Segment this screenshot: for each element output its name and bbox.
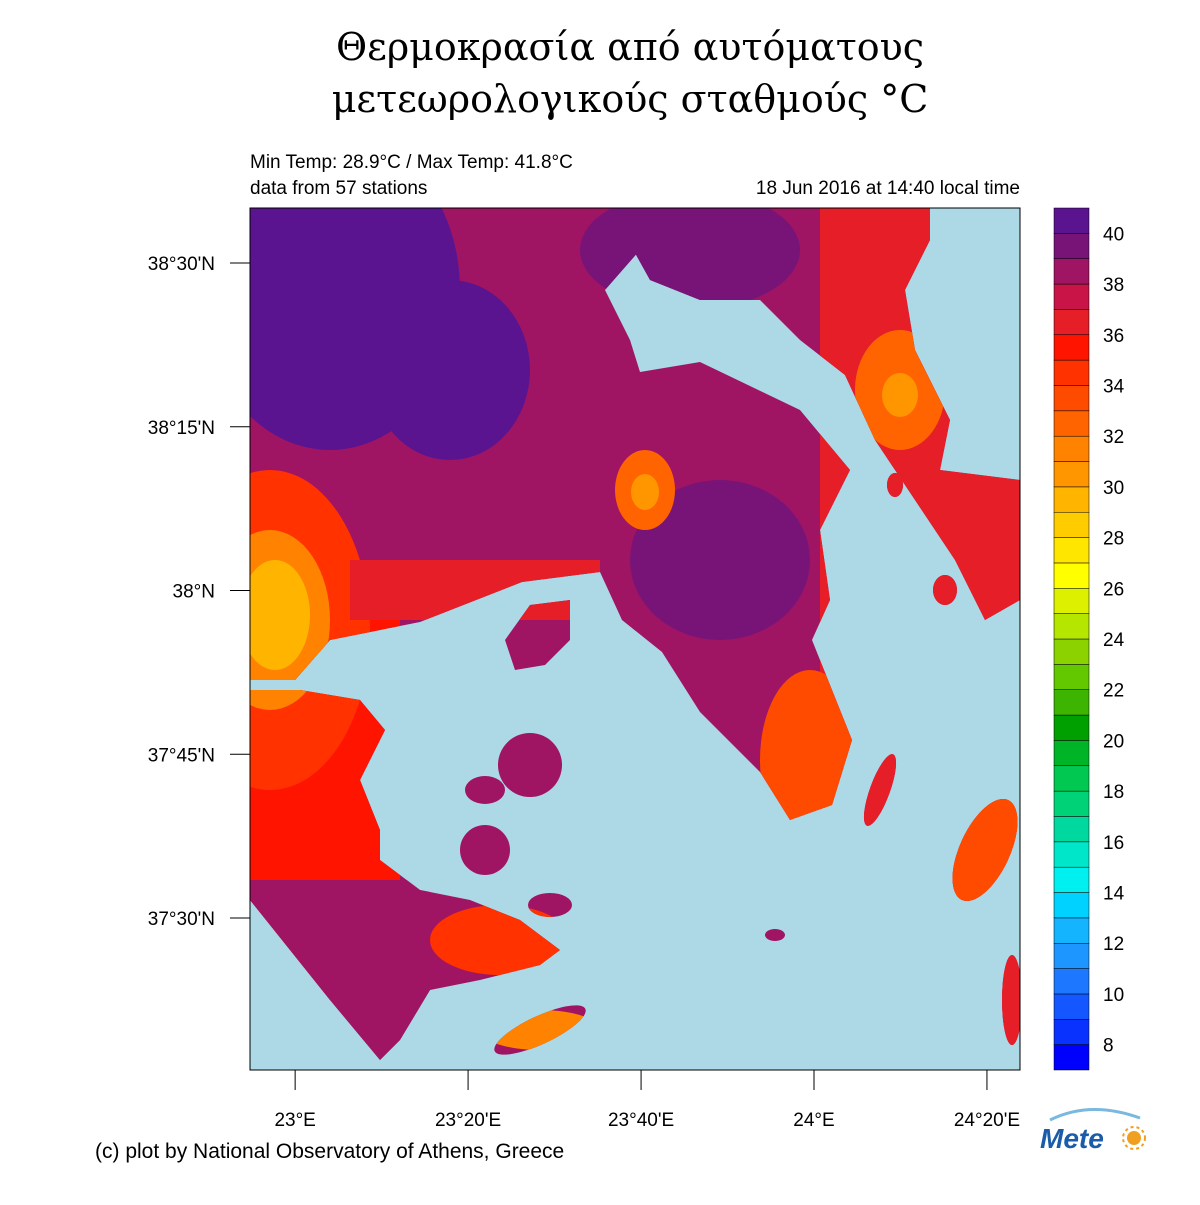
colorbar-swatch <box>1053 562 1090 589</box>
colorbar-label: 22 <box>1103 681 1124 702</box>
colorbar-label: 40 <box>1103 224 1124 245</box>
colorbar-swatch <box>1053 511 1090 538</box>
colorbar-swatch <box>1053 790 1090 817</box>
colorbar-label: 12 <box>1103 934 1124 955</box>
colorbar-swatch <box>1053 385 1090 412</box>
colorbar-swatch <box>1053 233 1090 259</box>
colorbar-label: 26 <box>1103 579 1124 600</box>
colorbar-swatch <box>1053 283 1090 310</box>
colorbar-swatch <box>1053 588 1090 614</box>
x-tick-label: 23°E <box>274 1110 315 1131</box>
y-tick-label: 37°30'N <box>148 909 215 930</box>
colorbar-swatch <box>1053 1019 1090 1045</box>
colorbar-label: 8 <box>1103 1036 1114 1057</box>
colorbar-swatch <box>1053 537 1090 564</box>
title: μετεωρολογικούς σταθμούς °C <box>332 77 929 121</box>
axes: 38°30'N 38°15'N 38°N 37°45'N 37°30'N 23°E 23°2… <box>148 254 1020 1131</box>
colorbar-swatch <box>1053 359 1090 386</box>
colorbar-label: 30 <box>1103 478 1124 499</box>
x-tick-label: 23°40'E <box>608 1110 674 1131</box>
colorbar-label: 18 <box>1103 782 1124 803</box>
x-tick-label: 24°20'E <box>954 1110 1020 1131</box>
colorbar-swatch <box>1053 765 1090 792</box>
colorbar-label: 14 <box>1103 884 1125 905</box>
x-tick-label: 24°E <box>793 1110 834 1131</box>
colorbar-swatch <box>1053 638 1090 665</box>
logo: Mete <box>1040 1108 1146 1154</box>
colorbar-label: 38 <box>1103 275 1124 296</box>
colorbar-swatch <box>1053 689 1090 716</box>
colorbar-swatch <box>1053 613 1090 640</box>
map <box>250 208 1020 1070</box>
y-tick-label: 38°N <box>173 582 215 603</box>
colorbar-swatch <box>1053 942 1090 969</box>
map-frame <box>249 207 1021 1071</box>
colorbar-label: 16 <box>1103 833 1124 854</box>
subtitle: data from 57 stations <box>250 178 427 199</box>
colorbar: 8 10 12 14 16 18 20 22 24 26 28 30 32 34 36 38 40 <box>1053 207 1125 1071</box>
x-tick-label: 23°20'E <box>435 1110 501 1131</box>
colorbar-label: 20 <box>1103 731 1124 752</box>
colorbar-label: 34 <box>1103 376 1125 397</box>
colorbar-label: 24 <box>1103 630 1125 651</box>
colorbar-label: 36 <box>1103 326 1124 347</box>
y-tick-label: 38°30'N <box>148 254 215 275</box>
colorbar-swatch <box>1053 410 1090 437</box>
colorbar-swatch <box>1053 917 1090 944</box>
subtitle: 18 Jun 2016 at 14:40 local time <box>756 178 1020 199</box>
colorbar-swatch <box>1053 714 1090 741</box>
colorbar-swatch <box>1053 334 1090 361</box>
y-tick-label: 37°45'N <box>148 745 215 766</box>
title: Θερμοκρασία από αυτόματους <box>336 25 924 69</box>
colorbar-swatch <box>1053 258 1090 285</box>
colorbar-label: 32 <box>1103 427 1124 448</box>
colorbar-swatch <box>1053 740 1090 767</box>
colorbar-swatch <box>1053 866 1090 893</box>
colorbar-swatch <box>1053 435 1090 462</box>
colorbar-label: 28 <box>1103 529 1124 550</box>
colorbar-swatch <box>1053 968 1090 995</box>
colorbar-swatch <box>1053 461 1090 488</box>
colorbar-swatch <box>1053 892 1090 919</box>
colorbar-swatch <box>1053 841 1090 868</box>
colorbar-swatch <box>1053 486 1090 513</box>
subtitle: Min Temp: 28.9°C / Max Temp: 41.8°C <box>250 152 573 173</box>
logo-text: Mete <box>1040 1123 1104 1154</box>
colorbar-swatch <box>1053 993 1090 1020</box>
colorbar-swatch <box>1053 664 1090 690</box>
y-tick-label: 38°15'N <box>148 418 215 439</box>
credit: (c) plot by National Observatory of Athe… <box>95 1140 564 1163</box>
colorbar-swatch <box>1053 1044 1090 1071</box>
colorbar-swatch <box>1053 816 1090 843</box>
colorbar-swatch <box>1053 207 1090 234</box>
colorbar-label: 10 <box>1103 985 1124 1006</box>
colorbar-swatch <box>1053 309 1090 336</box>
